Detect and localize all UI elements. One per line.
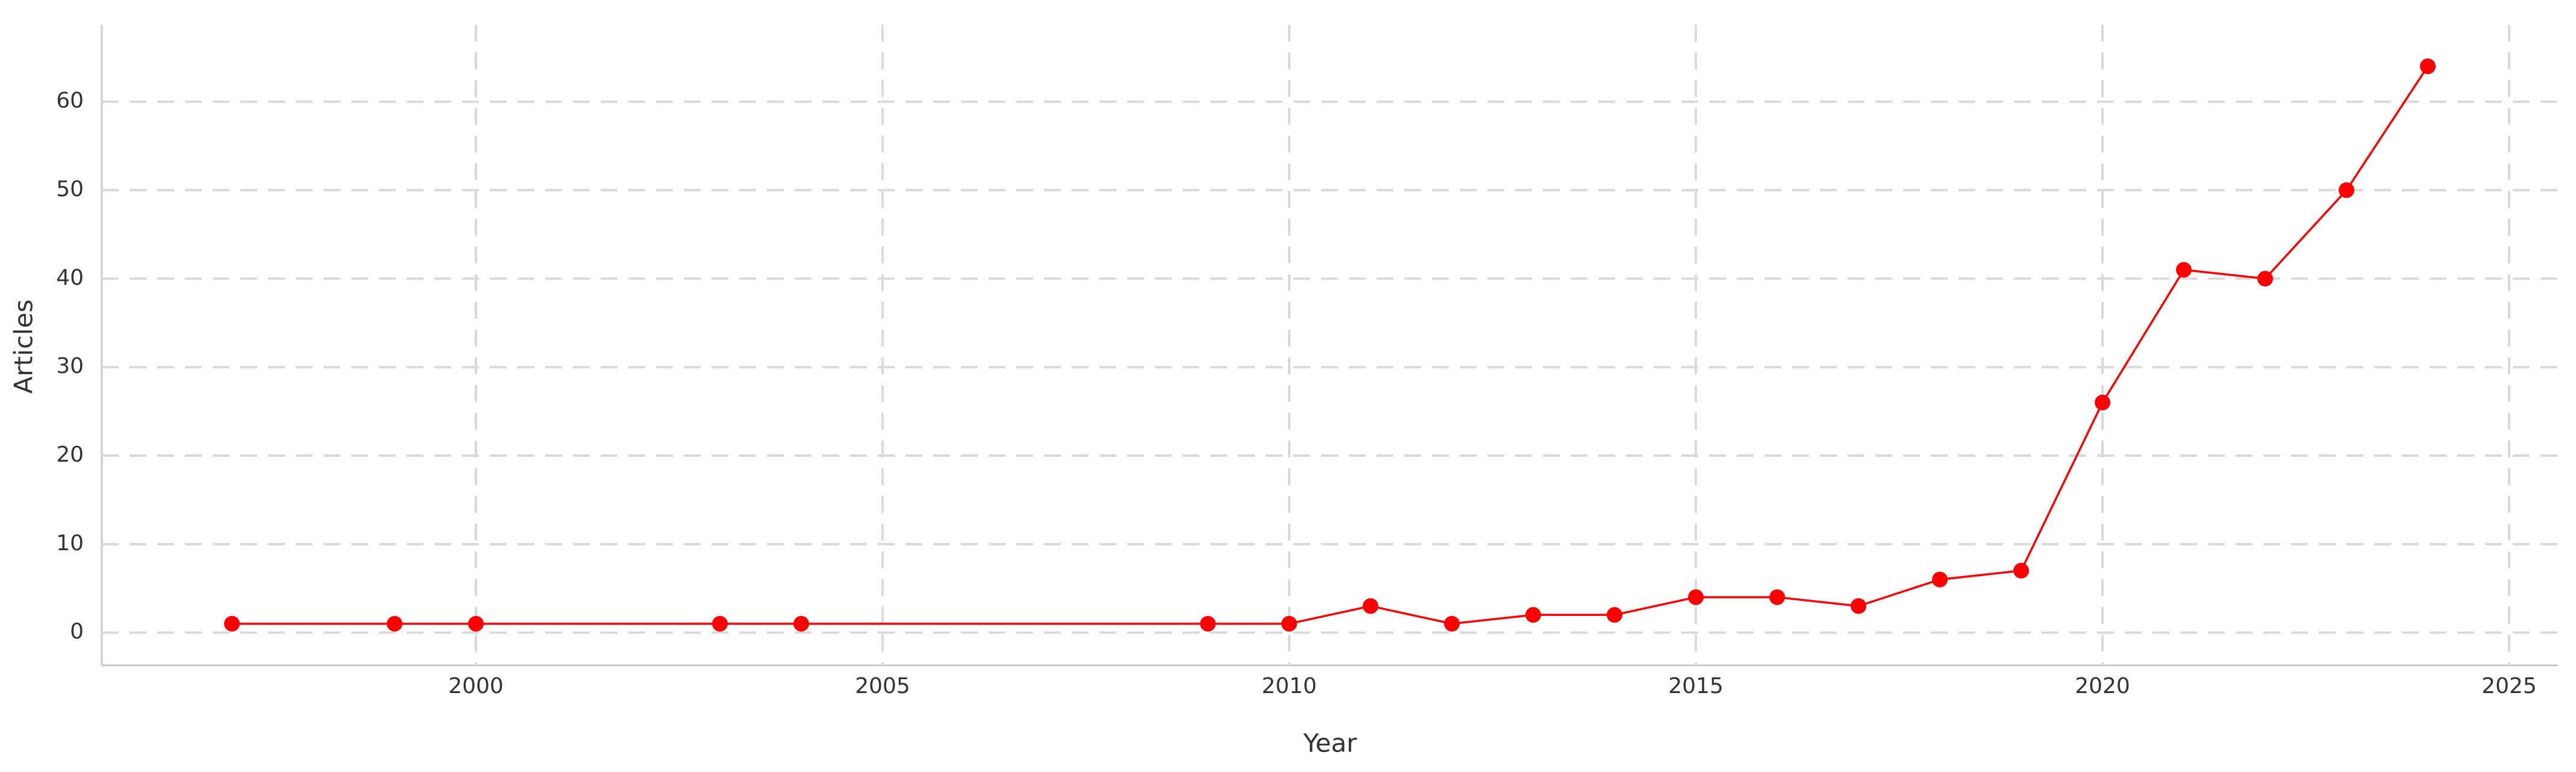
x-tick-label: 2010 — [1261, 674, 1317, 698]
data-point — [468, 615, 484, 632]
data-point — [2339, 182, 2354, 198]
data-point — [1363, 598, 1378, 614]
data-point — [1932, 571, 1948, 588]
data-point — [1607, 607, 1622, 623]
y-tick-label: 10 — [56, 531, 84, 556]
y-tick-label: 30 — [56, 354, 84, 378]
y-axis-title: Articles — [9, 300, 39, 394]
data-point — [2013, 562, 2029, 579]
y-tick-label: 20 — [56, 442, 84, 467]
x-tick-label: 2015 — [1668, 674, 1724, 698]
data-point — [1769, 589, 1785, 605]
data-point — [712, 615, 728, 632]
data-point — [2420, 58, 2436, 75]
y-tick-label: 40 — [56, 265, 84, 290]
data-point — [2176, 262, 2192, 278]
x-tick-label: 2025 — [2481, 674, 2537, 698]
x-tick-label: 2005 — [855, 674, 910, 698]
data-point — [224, 615, 240, 632]
data-point — [1851, 598, 1866, 614]
y-tick-label: 0 — [70, 620, 84, 644]
data-point — [1444, 615, 1460, 632]
data-point — [1525, 607, 1541, 623]
data-point — [793, 615, 809, 632]
y-tick-label: 50 — [56, 177, 84, 202]
x-tick-label: 2020 — [2075, 674, 2130, 698]
x-tick-label: 2000 — [448, 674, 504, 698]
x-axis-title: Year — [1303, 729, 1358, 758]
data-point — [2095, 394, 2110, 410]
y-tick-label: 60 — [56, 89, 84, 113]
data-point — [387, 615, 402, 632]
data-point — [1688, 589, 1704, 605]
data-point — [1200, 615, 1216, 632]
data-point — [1281, 615, 1297, 632]
data-point — [2257, 271, 2273, 287]
data-line — [232, 66, 2429, 625]
